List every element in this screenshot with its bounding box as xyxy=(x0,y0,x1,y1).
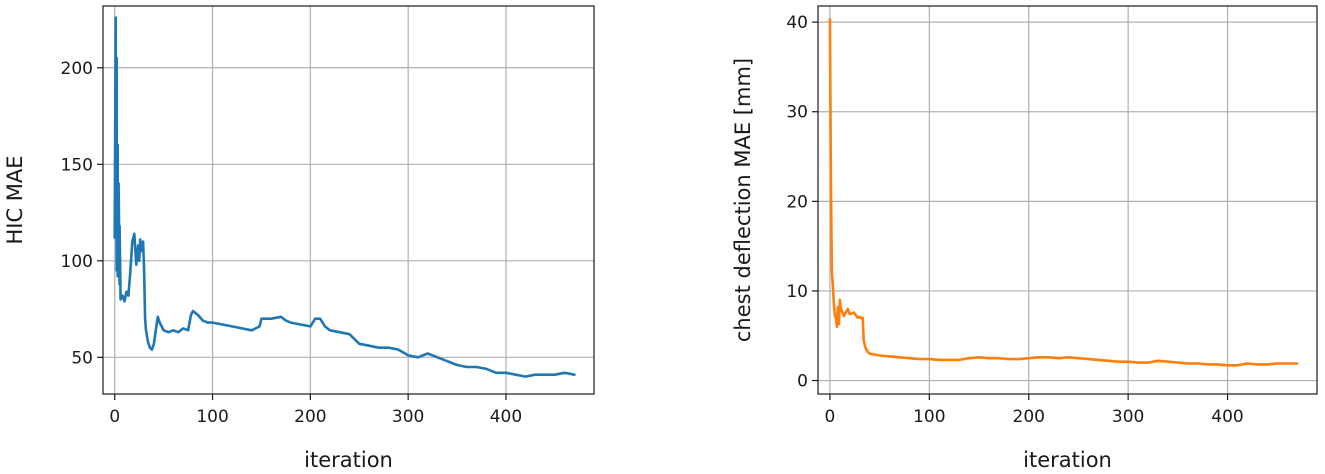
hic-y-tick-label: 100 xyxy=(61,252,93,272)
chest-series-line xyxy=(828,18,1299,367)
chest-y-tick-label: 10 xyxy=(786,282,808,302)
hic-x-tick-label: 400 xyxy=(490,407,522,427)
chest-x-tick-label: 200 xyxy=(1013,407,1045,427)
hic-y-tick-label: 150 xyxy=(61,155,93,175)
hic-x-tick-label: 200 xyxy=(294,407,326,427)
chest-y-tick-label: 20 xyxy=(786,192,808,212)
chest-plot-frame xyxy=(817,5,1318,395)
chest-y-axis-label: chest deflection MAE [mm] xyxy=(731,58,755,342)
hic-x-tick-label: 300 xyxy=(392,407,424,427)
chest-deflection-chart: 0 100 200 300 400 0 10 20 30 40 iteration chest def… xyxy=(731,5,1318,472)
chest-y-tick-label: 0 xyxy=(797,372,808,392)
hic-plot-frame xyxy=(102,5,595,395)
hic-x-tick-label: 100 xyxy=(196,407,228,427)
hic-mae-chart: 0 100 200 300 400 50 100 150 200 iteration HIC MAE xyxy=(3,5,595,472)
chest-x-tick-label: 0 xyxy=(825,407,836,427)
chest-x-tick-label: 400 xyxy=(1211,407,1243,427)
chest-y-tick-label: 40 xyxy=(786,13,808,33)
hic-x-tick-label: 0 xyxy=(109,407,120,427)
chest-y-tick-label: 30 xyxy=(786,103,808,123)
chest-x-tick-label: 300 xyxy=(1112,407,1144,427)
hic-y-tick-label: 200 xyxy=(61,59,93,79)
chest-x-axis-label: iteration xyxy=(1023,448,1112,472)
hic-series-line xyxy=(113,16,576,378)
hic-y-axis-label: HIC MAE xyxy=(3,155,27,244)
hic-x-axis-label: iteration xyxy=(304,448,393,472)
hic-y-tick-label: 50 xyxy=(71,348,93,368)
chest-x-tick-label: 100 xyxy=(913,407,945,427)
